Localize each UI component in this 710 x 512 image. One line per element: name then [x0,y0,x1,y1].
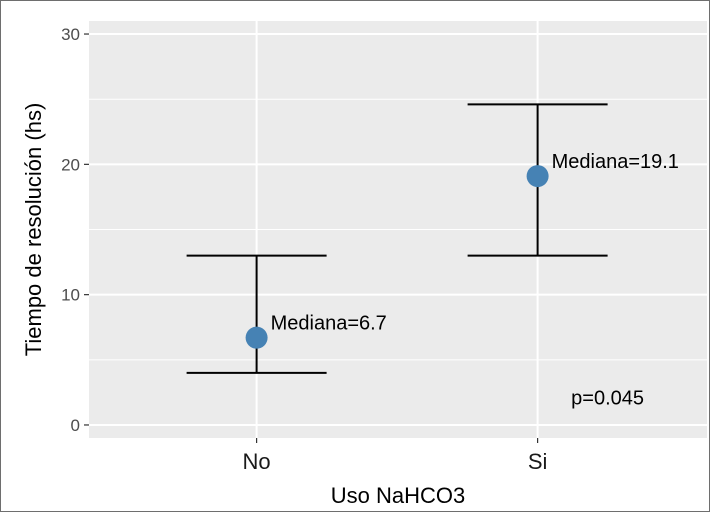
x-tick-label: No [243,449,271,474]
median-label: Mediana=6.7 [271,313,387,335]
y-axis-ticks: 0 10 20 30 [61,25,89,435]
median-label: Mediana=19.1 [552,151,679,173]
y-tick-label: 0 [71,416,80,435]
y-tick-label: 10 [61,286,80,305]
y-axis-title: Tiempo de resolución (hs) [21,103,46,357]
median-point [527,165,549,187]
x-axis-ticks: No Si [243,438,548,474]
x-axis-title: Uso NaHCO3 [331,483,465,508]
y-tick-label: 20 [61,155,80,174]
y-tick-label: 30 [61,25,80,44]
median-point [246,327,268,349]
p-value-annotation: p=0.045 [571,388,644,410]
x-tick-label: Si [528,449,548,474]
